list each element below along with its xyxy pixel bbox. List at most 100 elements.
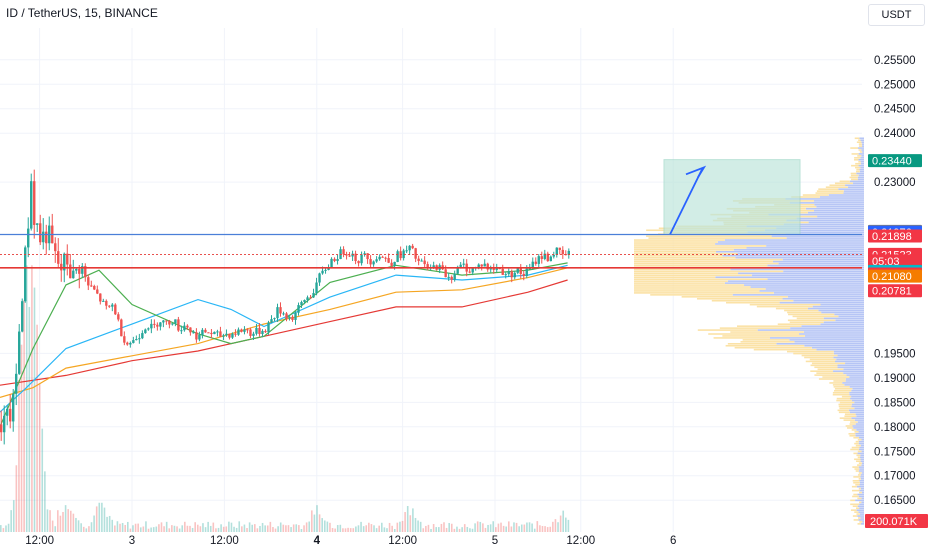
profile-bar-buy xyxy=(854,401,864,404)
profile-bar-buy xyxy=(787,296,864,298)
candle-body xyxy=(24,247,27,302)
candle-body xyxy=(198,334,201,340)
profile-bar-sell xyxy=(815,192,844,194)
profile-bar-buy xyxy=(857,178,864,181)
profile-bar-sell xyxy=(742,339,790,341)
profile-bar-sell xyxy=(814,366,838,369)
profile-bar-buy xyxy=(808,221,864,224)
profile-bar-buy xyxy=(751,274,864,277)
profile-bar-buy xyxy=(860,454,864,457)
volume-bar xyxy=(256,528,259,532)
profile-bar-buy xyxy=(843,368,864,371)
profile-bar-sell xyxy=(858,517,861,519)
candle-body xyxy=(180,330,183,332)
volume-bar xyxy=(344,528,347,532)
profile-bar-buy xyxy=(845,362,864,365)
candle-body xyxy=(333,258,336,262)
profile-bar-sell xyxy=(818,188,839,190)
profile-bar-buy xyxy=(859,507,864,510)
profile-bar-buy xyxy=(849,376,864,378)
profile-bar-buy xyxy=(861,141,864,143)
volume-bar xyxy=(331,528,334,532)
profile-bar-buy xyxy=(837,354,864,357)
profile-bar-sell xyxy=(787,319,836,322)
profile-bar-sell xyxy=(852,480,860,482)
volume-bar xyxy=(160,522,163,532)
profile-bar-sell xyxy=(836,399,852,402)
profile-bar-buy xyxy=(861,155,864,157)
profile-bar-buy xyxy=(738,272,864,275)
profile-bar-buy xyxy=(845,184,864,187)
time-axis[interactable]: 12:00 3 12:00 4 12:00 5 12:00 6 xyxy=(25,535,676,547)
volume-bar xyxy=(562,510,565,532)
volume-bar xyxy=(326,521,329,532)
profile-bar-buy xyxy=(793,299,864,302)
candle-body xyxy=(255,327,258,334)
profile-bar-sell xyxy=(634,241,718,243)
profile-bar-buy xyxy=(861,472,864,474)
volume-bar xyxy=(20,344,23,532)
candle-body xyxy=(90,285,93,287)
profile-bar-sell xyxy=(634,282,725,284)
profile-bar-sell xyxy=(634,247,747,249)
candle-body xyxy=(405,250,408,252)
price-badges: 0.234400.219930.219760.218980.2152305:03… xyxy=(865,154,928,528)
profile-bar-buy xyxy=(804,335,864,337)
currency-selector[interactable]: USDT xyxy=(868,4,925,26)
profile-bar-sell xyxy=(740,341,795,343)
profile-bar-buy xyxy=(794,341,864,343)
profile-bar-buy xyxy=(765,288,864,290)
profile-bar-buy xyxy=(814,200,864,202)
volume-bar xyxy=(311,510,313,532)
profile-bar-buy xyxy=(861,462,864,464)
profile-bar-sell xyxy=(722,335,805,337)
profile-bar-buy xyxy=(842,382,864,384)
profile-bar-buy xyxy=(803,331,864,333)
volume-bar xyxy=(189,525,191,532)
profile-bar-sell xyxy=(734,346,812,349)
profile-bar-buy xyxy=(759,290,864,292)
profile-bar-buy xyxy=(862,521,864,523)
candle-body xyxy=(387,258,390,263)
profile-bar-buy xyxy=(730,268,864,271)
profile-bar-buy xyxy=(843,190,864,192)
candle-body xyxy=(411,245,414,249)
volume-bar xyxy=(474,523,476,532)
profile-bar-sell xyxy=(858,478,861,480)
candle-body xyxy=(288,316,291,319)
profile-bar-buy xyxy=(821,311,864,314)
candle-body xyxy=(312,293,315,298)
candle-body xyxy=(504,274,507,276)
candle-body xyxy=(36,223,39,225)
candle-body xyxy=(21,301,24,332)
volume-bar xyxy=(165,521,168,532)
candle-body xyxy=(345,254,348,256)
volume-bar xyxy=(266,525,269,532)
price-axis[interactable]: 0.25500 0.25000 0.24500 0.24000 0.23000 0.195… xyxy=(874,55,916,507)
price-badge-label: 0.21898 xyxy=(872,231,912,243)
candle-body xyxy=(168,320,171,325)
profile-bar-buy xyxy=(861,149,864,151)
profile-bar-sell xyxy=(697,329,758,331)
profile-bar-sell xyxy=(843,419,855,421)
profile-bar-buy xyxy=(786,219,864,222)
profile-bar-sell xyxy=(858,472,862,474)
profile-bar-sell xyxy=(726,301,780,304)
profile-bar-sell xyxy=(833,380,846,382)
volume-bar xyxy=(292,524,295,532)
profile-bar-buy xyxy=(855,423,864,425)
candle-body xyxy=(174,319,177,324)
candle-body xyxy=(336,259,339,262)
volume-bar xyxy=(132,525,134,532)
profile-bar-buy xyxy=(833,350,864,353)
candle-body xyxy=(15,373,18,394)
profile-bar-sell xyxy=(853,493,858,496)
profile-bar-sell xyxy=(857,523,861,525)
profile-bar-sell xyxy=(834,182,853,185)
volume-bar xyxy=(489,524,492,532)
profile-bar-buy xyxy=(778,262,864,265)
price-tick-label: 0.17000 xyxy=(874,471,916,483)
profile-bar-sell xyxy=(634,250,716,253)
time-tick-label: 12:00 xyxy=(566,535,595,547)
